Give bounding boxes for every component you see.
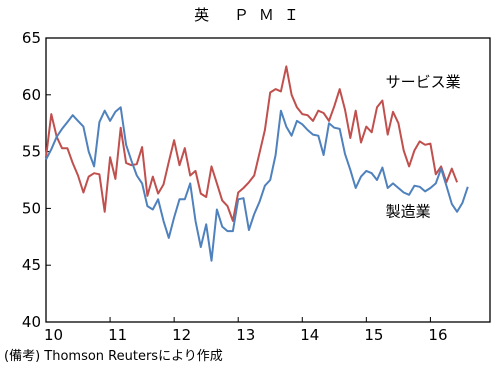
x-tick-label-4: 14 xyxy=(300,326,319,344)
source-note: (備考) Thomson Reutersにより作成 xyxy=(4,349,223,364)
x-tick-label-1: 11 xyxy=(108,326,127,344)
x-tick-label-5: 15 xyxy=(364,326,383,344)
x-tick-label-3: 13 xyxy=(236,326,255,344)
y-tick-label-5: 65 xyxy=(22,29,41,47)
series-label-0: サービス業 xyxy=(386,73,461,91)
chart-title: 英 ＰＭＩ xyxy=(194,6,309,24)
series-line-1 xyxy=(45,106,469,262)
plot-frame xyxy=(45,37,491,323)
y-tick-label-2: 50 xyxy=(22,199,41,217)
series-label-1: 製造業 xyxy=(386,202,431,220)
x-tick-label-6: 16 xyxy=(428,326,447,344)
x-tick-label-0: 10 xyxy=(44,326,63,344)
x-tick-label-2: 12 xyxy=(172,326,191,344)
y-tick-label-0: 40 xyxy=(22,313,41,331)
y-tick-label-1: 45 xyxy=(22,256,41,274)
series-line-0 xyxy=(45,65,459,222)
y-tick-label-3: 55 xyxy=(22,143,41,161)
y-tick-label-4: 60 xyxy=(22,86,41,104)
